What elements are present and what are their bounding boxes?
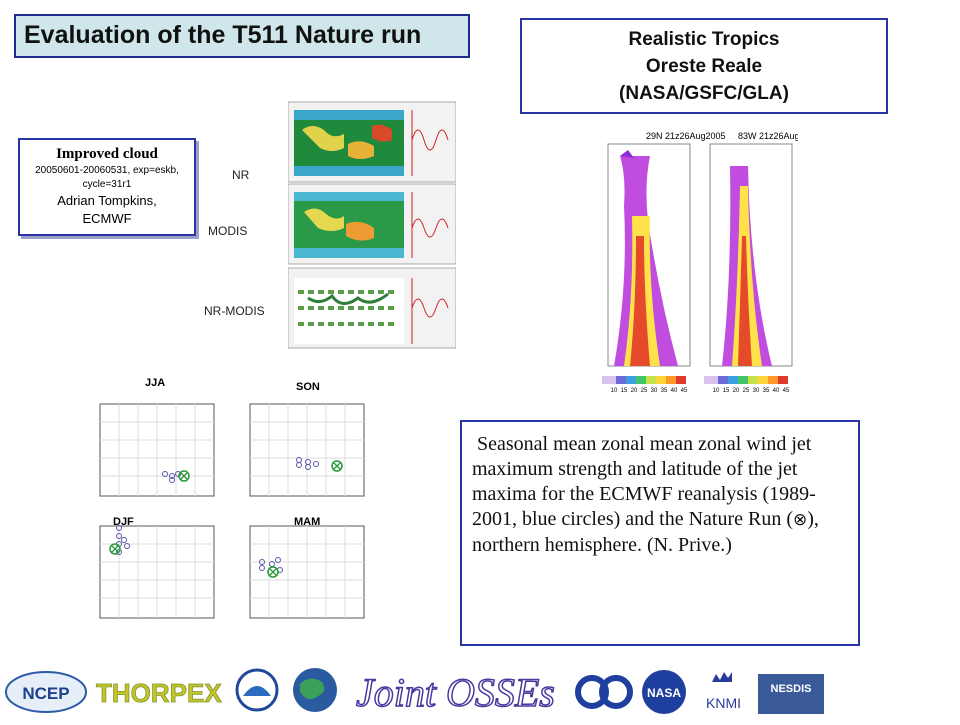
colorbar-tick: 30 [651,388,658,394]
nesdis-logo: NESDIS [758,674,824,714]
colorbar-ticks-right: 10 15 20 25 30 35 40 45 [713,388,790,394]
cloud-info-box: Improved cloud 20050601-20060531, exp=es… [18,138,196,236]
plot-djf [99,525,215,619]
colorbar-tick: 10 [611,388,618,394]
cloud-heading: Improved cloud [56,146,158,162]
noaa-logo [235,668,279,712]
season-jja: JJA [145,377,166,389]
colorbar-left [602,376,686,384]
tropics-figure: 29N 21z26Aug2005 83W 21z26Aug2005 101520… [602,131,798,394]
colorbar-tick: 10 [713,388,720,394]
colorbar-ticks-left: 10 15 20 25 30 35 40 45 [611,388,688,394]
season-mam: MAM [294,516,321,528]
panel-right-title: 83W 21z26Aug2005 [738,131,798,141]
joint-osses-logo: Joint OSSEs [355,669,555,716]
tropics-line-3: (NASA/GSFC/GLA) [619,83,789,104]
plot-jja [99,403,215,497]
label-modis: MODIS [208,224,248,238]
plot-son [249,403,365,497]
thorpex-logo: THORPEX [96,678,223,709]
panel-right: 83W 21z26Aug2005 [709,131,798,367]
tropics-title-box: Realistic Tropics Oreste Reale (NASA/GSF… [520,18,888,114]
nesdis-text: NESDIS [771,683,812,695]
cloud-org: ECMWF [82,211,132,226]
ecmwf-logo [575,675,633,709]
page-title: Evaluation of the T511 Nature run [24,21,422,49]
logos-strip: NCEP THORPEX Joint OSSEs NASA KNMI [5,668,824,716]
colorbar-tick: 40 [773,388,780,394]
colorbar-right [704,376,788,384]
knmi-text: KNMI [706,695,741,711]
map-nr [288,101,456,183]
colorbar-tick: 25 [743,388,750,394]
colorbar-tick: 35 [661,388,668,394]
caption-text-2: ), northern hemisphere. (N. Prive.) [472,508,819,556]
caption-box: Seasonal mean zonal mean zonal wind jet … [460,420,860,646]
cloud-author: Adrian Tompkins, [57,193,157,208]
colorbar-tick: 20 [733,388,740,394]
colorbar-tick: 30 [753,388,760,394]
tropics-line-1: Realistic Tropics [628,29,780,50]
nasa-text: NASA [647,686,681,700]
panel-left: 29N 21z26Aug2005 [607,131,726,367]
map-nr-modis [288,267,456,349]
tropics-line-2: Oreste Reale [645,56,763,77]
cloud-dates: 20050601-20060531, exp=eskb, [35,165,179,176]
caption-text-1: Seasonal mean zonal mean zonal wind jet … [472,433,816,530]
title-box: Evaluation of the T511 Nature run [14,14,470,58]
map-modis [288,183,456,265]
ncep-logo: NCEP [5,671,87,713]
ncep-text: NCEP [22,684,69,703]
colorbar-tick: 45 [681,388,688,394]
colorbar-tick: 25 [641,388,648,394]
season-son: SON [296,381,320,393]
thorpex-text: THORPEX [96,678,222,708]
cloud-maps-figure [288,101,456,349]
colorbar-tick: 35 [763,388,770,394]
label-nr: NR [232,168,250,182]
colorbar-tick: 45 [783,388,790,394]
globe-logo [293,668,337,712]
plot-mam [249,525,365,619]
colorbar-tick: 15 [723,388,730,394]
jet-scatter-figure [99,403,365,619]
cloud-cycle: cycle=31r1 [82,179,132,190]
logo-footer: NCEP THORPEX Joint OSSEs NASA KNMI [0,656,960,720]
panel-left-title: 29N 21z26Aug2005 [646,131,726,141]
nature-run-symbol: ⊗ [793,510,808,530]
colorbar-tick: 15 [621,388,628,394]
label-nr-modis: NR-MODIS [204,304,265,318]
colorbar-tick: 20 [631,388,638,394]
nasa-logo: NASA [642,670,686,714]
joint-osses-text: Joint OSSEs [356,670,555,715]
knmi-logo: KNMI [706,672,741,711]
colorbar-tick: 40 [671,388,678,394]
season-djf: DJF [113,516,134,528]
